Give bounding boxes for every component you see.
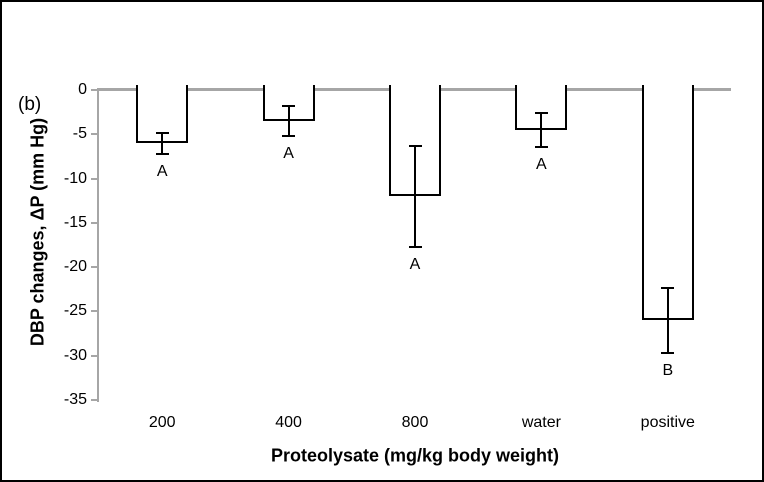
x-tick-label: water (521, 414, 561, 431)
error-bar (666, 287, 669, 354)
y-axis-tick (91, 310, 97, 313)
y-axis-tick (91, 266, 97, 269)
error-bar-cap-top (155, 131, 169, 134)
error-bar-cap-bottom (534, 145, 548, 148)
x-tick-label: 800 (401, 414, 429, 431)
y-axis-tick (91, 221, 97, 224)
y-axis-tick (91, 177, 97, 180)
x-tick-label: 400 (275, 414, 302, 431)
y-tick-label: -10 (63, 169, 87, 187)
bar (641, 85, 694, 321)
y-axis-line (97, 88, 99, 402)
panel-label: (b) (18, 94, 42, 115)
y-axis-tick (91, 354, 97, 357)
significance-letter: A (536, 155, 547, 173)
y-tick-label: 0 (78, 81, 87, 98)
error-bar-cap-top (534, 112, 548, 115)
x-tick-label: 200 (148, 414, 176, 431)
x-tick-label: positive (640, 414, 695, 431)
significance-letter: A (409, 255, 421, 273)
error-bar-cap-top (408, 144, 422, 147)
y-tick-label: -20 (63, 258, 87, 276)
y-axis-tick (91, 399, 97, 401)
significance-letter: B (662, 362, 674, 380)
y-tick-label: -25 (63, 302, 87, 320)
error-bar (540, 113, 543, 147)
y-axis-tick (91, 133, 97, 136)
error-bar-cap-bottom (282, 135, 296, 138)
y-axis-tick (91, 89, 97, 91)
error-bar-cap-bottom (408, 245, 422, 248)
error-bar-cap-top (282, 104, 296, 107)
y-tick-label: -30 (63, 346, 87, 364)
y-tick-label: -5 (72, 125, 87, 143)
error-bar-cap-bottom (661, 352, 675, 355)
y-tick-label: -35 (63, 391, 87, 408)
error-bar (287, 105, 290, 137)
significance-letter: A (156, 162, 168, 180)
significance-letter: A (283, 145, 294, 163)
x-axis-title: Proteolysate (mg/kg body weight) (270, 445, 560, 466)
error-bar-cap-top (661, 286, 675, 289)
error-bar-cap-bottom (155, 152, 169, 155)
error-bar (414, 145, 416, 247)
y-tick-label: -15 (63, 213, 87, 231)
error-bar (161, 132, 164, 154)
